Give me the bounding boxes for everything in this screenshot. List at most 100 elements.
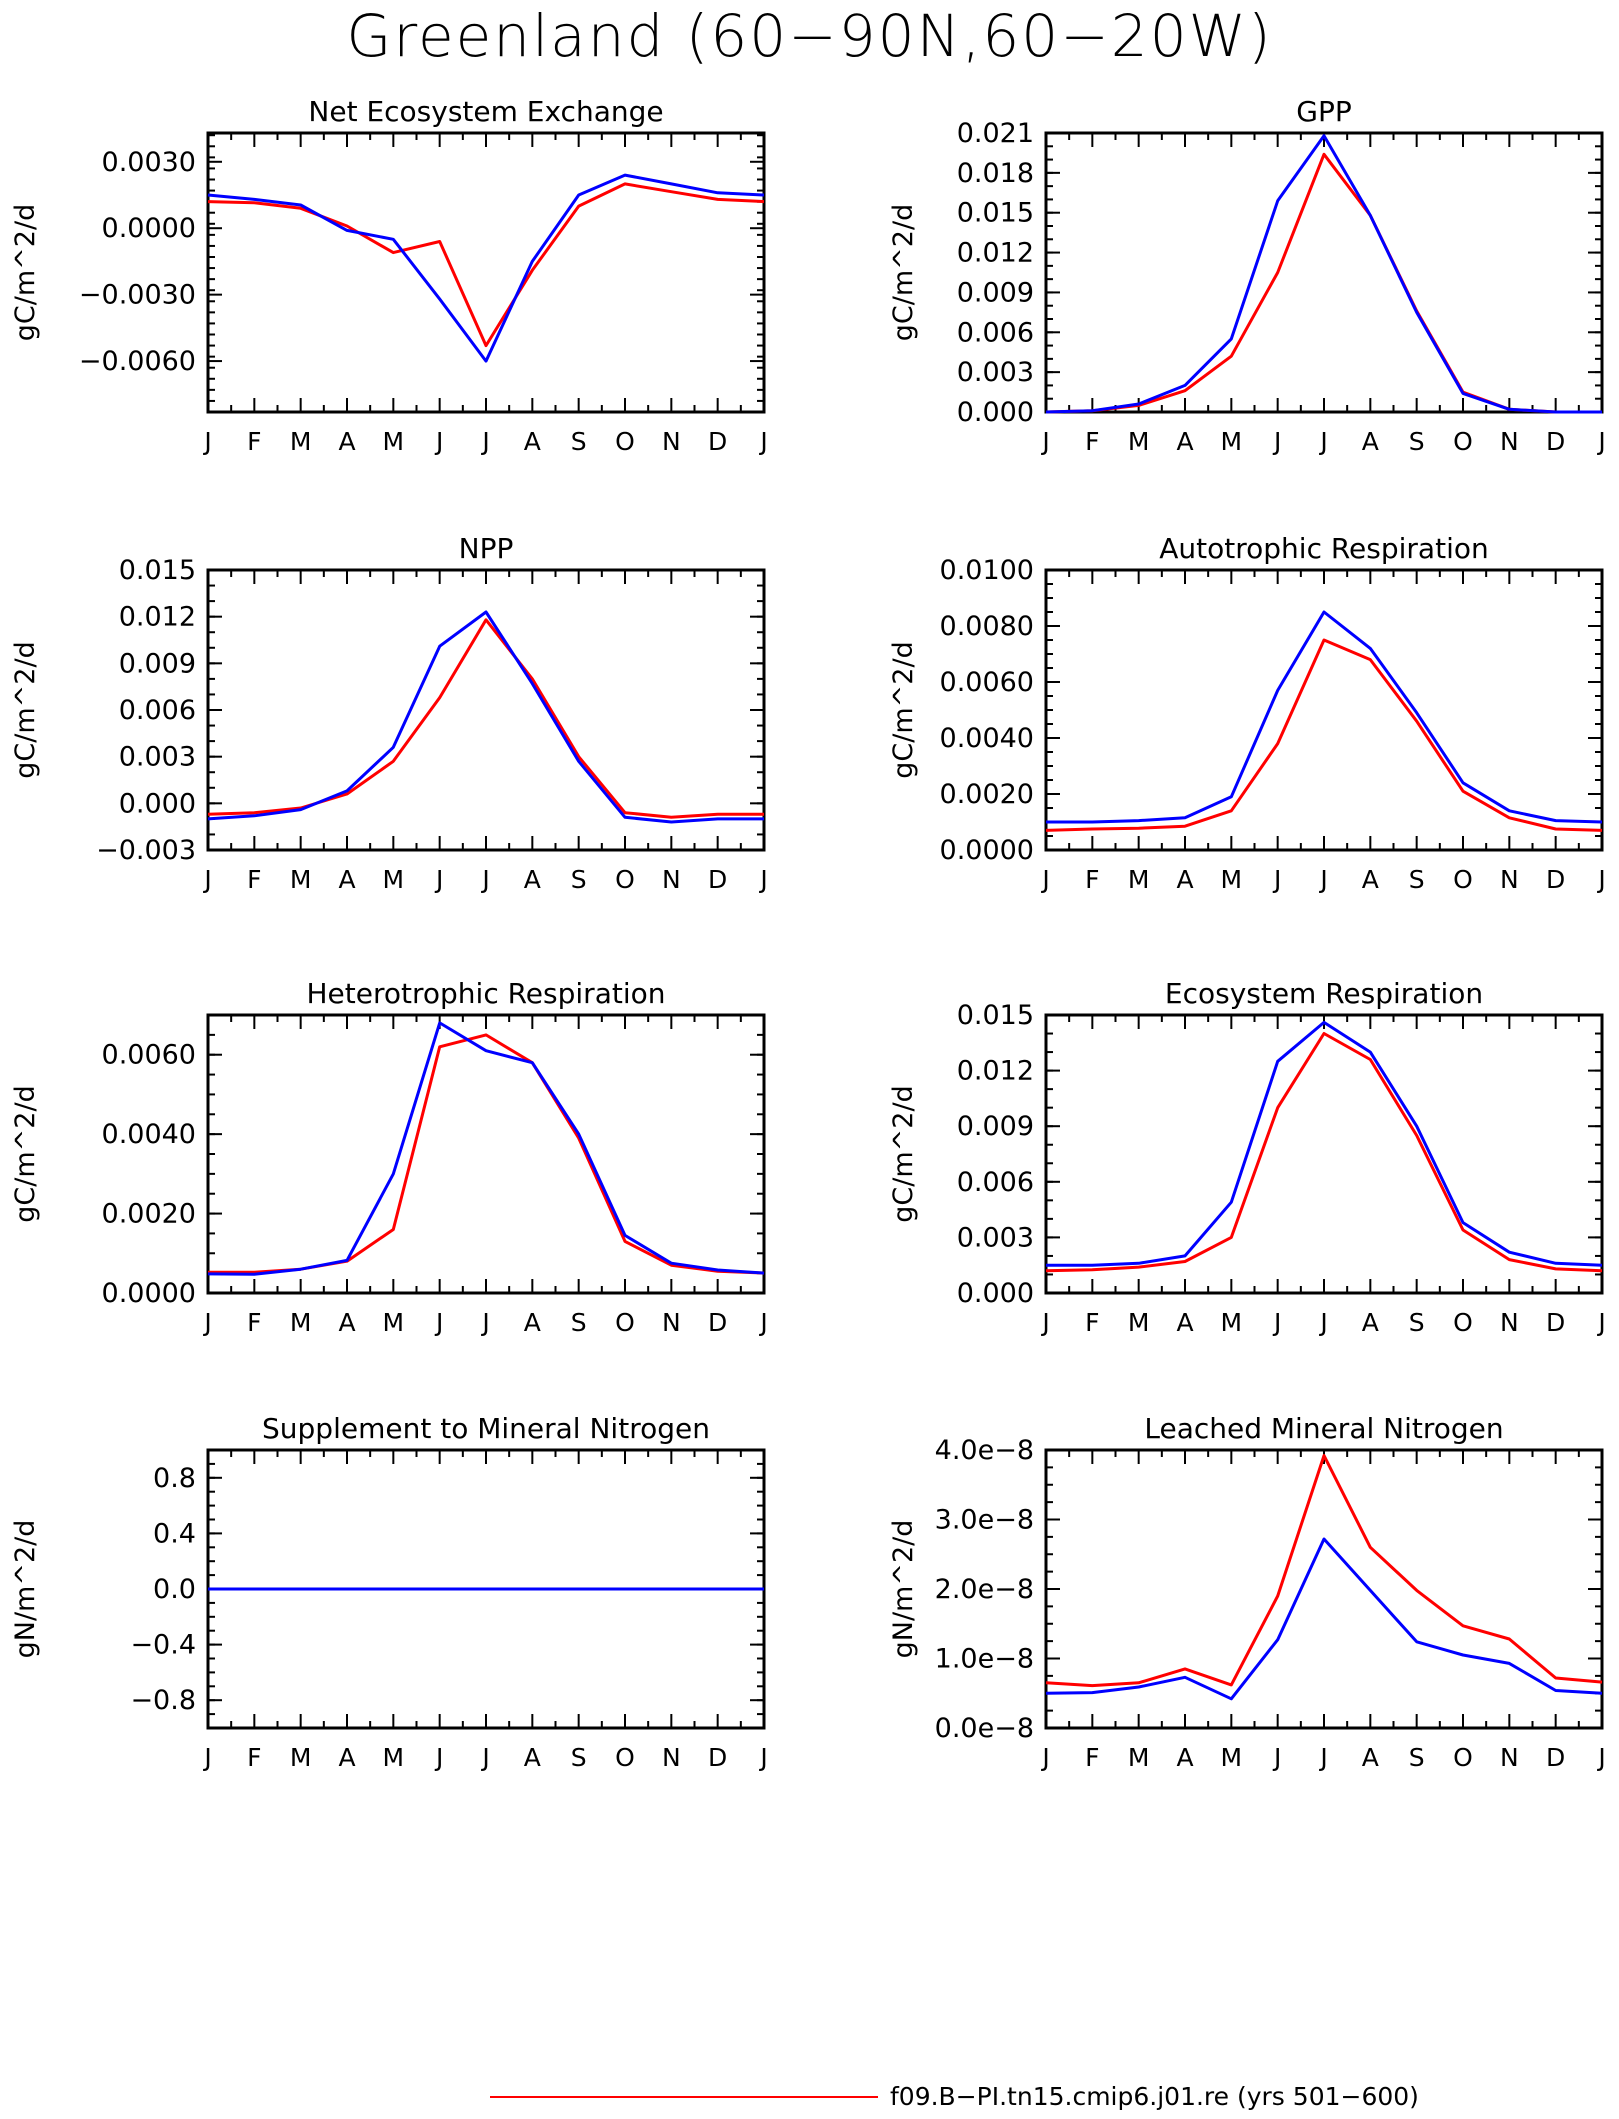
x-tick-label: F — [1085, 427, 1099, 456]
x-tick-label: J — [758, 865, 767, 894]
y-axis-label: gC/m^2/d — [10, 204, 41, 341]
x-tick-label: J — [1040, 1308, 1049, 1337]
x-tick-label: D — [708, 1308, 727, 1337]
x-tick-label: J — [480, 427, 489, 456]
x-tick-label: S — [571, 1743, 587, 1772]
series-line-2 — [1046, 1020, 1603, 1267]
panel-1: J F M A M J J A S O N D J0.00300.0000−0.0030−0.0060N… — [10, 95, 768, 456]
panel-title: NPP — [459, 532, 514, 565]
y-tick-label: 0.012 — [119, 602, 196, 633]
x-tick-label: J — [202, 427, 211, 456]
x-tick-label: A — [338, 1308, 355, 1337]
y-axis-label: gN/m^2/d — [10, 1520, 41, 1659]
y-tick-label: 0.015 — [119, 555, 196, 586]
x-tick-label: S — [571, 427, 587, 456]
page-title: Greenland (60−90N,60−20W) — [346, 2, 1273, 70]
x-tick-label: M — [383, 1308, 405, 1337]
y-tick-label: 0.0060 — [940, 667, 1034, 698]
series-line-2 — [1045, 134, 1602, 414]
x-tick-label: S — [1409, 865, 1425, 894]
y-tick-label: 0.8 — [153, 1463, 196, 1494]
x-tick-label: M — [383, 865, 405, 894]
x-tick-label: D — [1546, 865, 1565, 894]
y-axis-label: gC/m^2/d — [888, 641, 919, 778]
x-tick-label: M — [1221, 865, 1243, 894]
x-tick-label: A — [524, 1308, 541, 1337]
x-tick-label: J — [1272, 865, 1281, 894]
panel-7: J F M A M J J A S O N D J0.80.40.0−0.4−0.8Supplement… — [10, 1412, 768, 1772]
x-tick-label: A — [1176, 1308, 1193, 1337]
y-axis-label: gC/m^2/d — [10, 641, 41, 778]
y-tick-label: 0.0000 — [940, 835, 1034, 866]
x-tick-label: F — [247, 1308, 261, 1337]
x-tick-label: M — [290, 865, 312, 894]
x-tick-label: N — [662, 1308, 681, 1337]
x-tick-label: N — [1500, 1743, 1519, 1772]
x-tick-label: O — [615, 865, 635, 894]
y-tick-label: 0.012 — [957, 238, 1034, 269]
y-tick-label: 0.006 — [119, 695, 196, 726]
y-tick-label: 0.003 — [957, 1222, 1034, 1253]
series-line-2 — [1045, 1537, 1603, 1701]
x-tick-label: J — [1318, 427, 1327, 456]
plot-frame — [206, 1013, 766, 1295]
x-tick-label: S — [571, 1308, 587, 1337]
y-tick-label: 0.0e−8 — [935, 1713, 1034, 1744]
y-tick-label: 0.009 — [957, 277, 1034, 308]
series-line-1 — [1045, 1032, 1603, 1273]
series-line-1 — [1045, 638, 1603, 832]
x-tick-label: D — [1546, 427, 1565, 456]
x-tick-label: J — [758, 427, 767, 456]
series-line-2 — [1046, 610, 1603, 824]
panel-title: Autotrophic Respiration — [1159, 532, 1488, 565]
x-tick-label: J — [1272, 1743, 1281, 1772]
y-tick-label: 0.0020 — [940, 779, 1034, 810]
x-tick-label: M — [1221, 1743, 1243, 1772]
legend-entry: f09.B−PI.tn15.cmip6.j01.re (yrs 501−600) — [490, 2082, 1490, 2112]
y-tick-label: 0.000 — [957, 1278, 1034, 1309]
x-tick-label: M — [290, 427, 312, 456]
panel-6: J F M A M J J A S O N D J0.0000.0030.0060.0090.0120.… — [888, 977, 1606, 1337]
x-tick-label: J — [1318, 1743, 1327, 1772]
x-tick-label: A — [524, 1743, 541, 1772]
x-tick-label: A — [1362, 1743, 1379, 1772]
y-tick-label: 0.0 — [153, 1574, 196, 1605]
x-tick-label: D — [708, 865, 727, 894]
panel-8: J F M A M J J A S O N D J0.0e−81.0e−82.0e−83.0e−84.0… — [888, 1412, 1606, 1772]
y-tick-label: 0.0060 — [102, 1040, 196, 1071]
y-tick-label: 0.018 — [957, 158, 1034, 189]
plot-frame — [1044, 1013, 1604, 1295]
series-line-1 — [207, 182, 765, 348]
x-tick-label: J — [480, 865, 489, 894]
x-tick-label: J — [434, 1743, 443, 1772]
x-tick-label: A — [1362, 865, 1379, 894]
series-line-1 — [1045, 152, 1602, 414]
x-tick-label: O — [615, 1743, 635, 1772]
legend-label: f09.B−PI.tn15.cmip6.j01.re (yrs 501−600) — [890, 2082, 1419, 2111]
x-tick-label: N — [662, 865, 681, 894]
x-tick-label: S — [1409, 1743, 1425, 1772]
panel-title: GPP — [1296, 95, 1351, 128]
panel-title: Supplement to Mineral Nitrogen — [262, 1412, 710, 1445]
x-tick-label: A — [524, 865, 541, 894]
x-tick-label: J — [434, 427, 443, 456]
y-tick-label: 0.003 — [957, 357, 1034, 388]
y-tick-label: 2.0e−8 — [935, 1574, 1034, 1605]
y-tick-label: 0.021 — [957, 118, 1034, 149]
x-tick-label: N — [1500, 865, 1519, 894]
series-line-2 — [207, 1021, 765, 1276]
panel-4: J F M A M J J A S O N D J0.00000.00200.00400.00600.0… — [888, 532, 1606, 894]
x-tick-label: N — [1500, 1308, 1519, 1337]
y-tick-label: 0.0030 — [102, 147, 196, 178]
panel-5: J F M A M J J A S O N D J0.00000.00200.00400.0060Het… — [10, 977, 768, 1337]
x-tick-label: M — [290, 1743, 312, 1772]
x-tick-label: J — [758, 1308, 767, 1337]
y-tick-label: 0.009 — [957, 1111, 1034, 1142]
y-axis-label: gN/m^2/d — [888, 1520, 919, 1659]
y-tick-label: 0.4 — [153, 1518, 196, 1549]
panel-3: J F M A M J J A S O N D J−0.0030.0000.0030.0060.0090… — [10, 532, 768, 894]
x-tick-label: O — [615, 1308, 635, 1337]
x-tick-label: M — [1221, 1308, 1243, 1337]
x-tick-label: M — [290, 1308, 312, 1337]
x-tick-label: A — [338, 865, 355, 894]
